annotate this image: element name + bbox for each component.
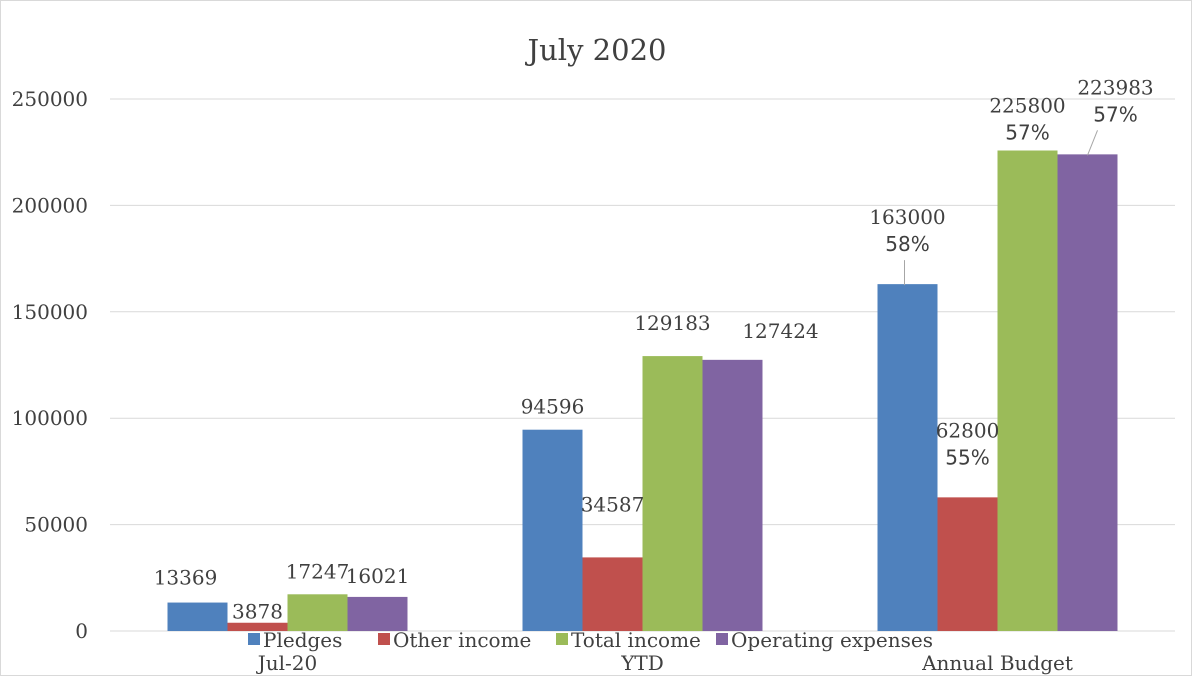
y-tick-label: 50000 <box>24 513 88 537</box>
legend-swatch <box>248 633 260 645</box>
y-axis-ticks: 0 50000 100000 150000 200000 250000 <box>12 87 88 643</box>
bar-other-income <box>937 497 998 631</box>
data-label: 34587 <box>581 492 645 516</box>
data-label: 17247 <box>286 559 350 583</box>
data-label: 223983 <box>1077 75 1153 99</box>
x-category-label: Annual Budget <box>921 651 1073 675</box>
bar-total-income <box>287 594 348 631</box>
data-label: 129183 <box>634 311 710 335</box>
x-category-label: YTD <box>620 651 664 675</box>
bars <box>167 150 1118 631</box>
y-tick-label: 250000 <box>12 87 88 111</box>
bar-total-income <box>642 356 703 631</box>
data-label: 13369 <box>154 566 218 590</box>
data-label: 163000 <box>869 205 945 229</box>
percent-label: 58% <box>885 232 929 256</box>
data-label: 3878 <box>232 600 283 624</box>
legend-label: Operating expenses <box>731 628 933 652</box>
x-category-label: Jul-20 <box>256 651 318 675</box>
bar-other-income <box>582 557 643 631</box>
bar-pledges <box>877 284 938 631</box>
y-tick-label: 150000 <box>12 300 88 324</box>
y-tick-label: 200000 <box>12 193 88 217</box>
leader-line <box>1087 130 1098 156</box>
data-label: 94596 <box>521 395 585 419</box>
bar-operating-expenses <box>1057 154 1118 631</box>
bar-pledges <box>522 429 583 631</box>
legend-swatch <box>716 633 728 645</box>
y-tick-label: 100000 <box>12 406 88 430</box>
data-label: 225800 <box>989 93 1065 117</box>
bar-operating-expenses <box>347 596 408 631</box>
legend-label: Other income <box>393 628 531 652</box>
percent-label: 57% <box>1005 120 1049 144</box>
bar-pledges <box>167 602 228 631</box>
chart-title: July 2020 <box>525 33 667 67</box>
legend-label: Pledges <box>263 628 342 652</box>
data-label: 62800 <box>936 418 1000 442</box>
legend: Pledges Other income Total income Operating… <box>248 628 933 652</box>
data-label: 16021 <box>346 564 410 588</box>
label-leader-lines <box>904 130 1098 286</box>
data-label: 127424 <box>742 319 818 343</box>
x-axis-categories: Jul-20 YTD Annual Budget <box>256 651 1073 675</box>
percent-label: 57% <box>1093 102 1137 126</box>
data-labels: 13369 94596 163000 58% 3878 34587 62800 55% 1724… <box>154 75 1154 623</box>
legend-swatch <box>556 633 568 645</box>
legend-swatch <box>378 633 390 645</box>
bar-total-income <box>997 150 1058 631</box>
bar-other-income <box>227 622 288 631</box>
bar-operating-expenses <box>702 359 763 631</box>
percent-label: 55% <box>945 445 989 469</box>
legend-label: Total income <box>571 628 701 652</box>
y-tick-label: 0 <box>75 619 88 643</box>
